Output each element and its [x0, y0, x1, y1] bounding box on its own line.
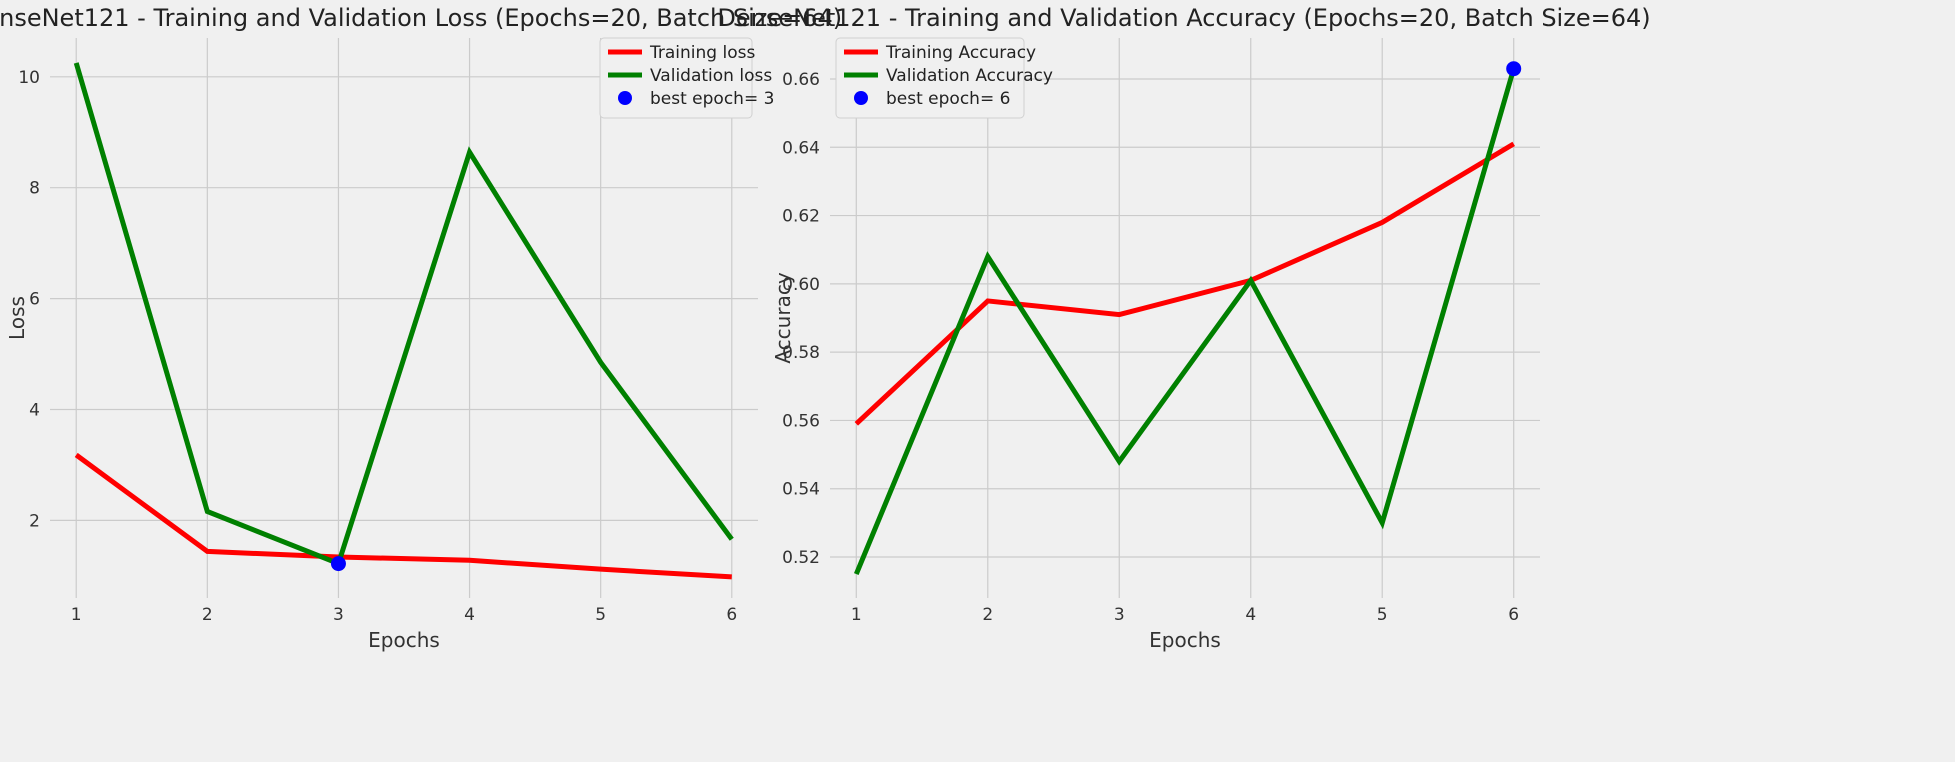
- x-tick-label: 1: [851, 605, 862, 625]
- legend-box: [599, 37, 753, 119]
- x-tick-label: 1: [71, 605, 82, 625]
- legend-marker-best-epoch: [618, 91, 632, 105]
- y-tick-label: 0.64: [782, 138, 820, 158]
- x-tick-label: 2: [982, 605, 993, 625]
- series-line-training-accuracy: [854, 141, 1515, 426]
- y-tick-label: 0.56: [782, 411, 820, 431]
- x-tick-label: 4: [464, 605, 475, 625]
- chart-title: DenseNet121 - Training and Validation Lo…: [0, 4, 842, 32]
- y-tick-label: 10: [18, 68, 40, 88]
- y-tick-label: 0.62: [782, 207, 820, 227]
- y-tick-label: 2: [29, 511, 40, 531]
- legend-label: Validation loss: [650, 66, 772, 86]
- x-tick-label: 3: [333, 605, 344, 625]
- y-tick-label: 0.66: [782, 70, 820, 90]
- legend-label: Validation Accuracy: [886, 66, 1053, 86]
- y-tick-label: 0.60: [782, 275, 820, 295]
- x-axis-label: Epochs: [368, 628, 440, 652]
- legend-box: [835, 37, 1025, 119]
- chart-loss: 1 2 3 4 5 6 2 4 6 8 10 DenseNet121 - Training and V…: [0, 4, 842, 652]
- y-tick-label: 0.54: [782, 480, 820, 500]
- y-tick-label: 0.58: [782, 343, 820, 363]
- y-axis-label: Loss: [5, 296, 29, 340]
- x-tick-label: 6: [1508, 605, 1519, 625]
- x-tick-label: 3: [1114, 605, 1125, 625]
- legend-marker-best-epoch: [854, 91, 868, 105]
- best-epoch-marker: [330, 556, 346, 572]
- chart-title: DenseNet121 - Training and Validation Ac…: [717, 4, 1650, 32]
- y-tick-label: 4: [29, 400, 40, 420]
- x-tick-label: 5: [1377, 605, 1388, 625]
- x-tick-label: 2: [202, 605, 213, 625]
- series-line-validation-loss: [73, 62, 734, 567]
- legend-label: Training Accuracy: [885, 43, 1036, 63]
- x-tick-label: 6: [726, 605, 737, 625]
- legend-label: best epoch= 3: [650, 89, 774, 109]
- y-tick-label: 6: [29, 290, 40, 310]
- y-axis-label: Accuracy: [771, 272, 795, 363]
- x-axis-label: Epochs: [1149, 628, 1221, 652]
- series-line-validation-accuracy: [853, 68, 1517, 576]
- legend-label: best epoch= 6: [886, 89, 1010, 109]
- y-tick-label: 8: [29, 179, 40, 199]
- chart-accuracy: 1 2 3 4 5 6 0.52 0.54 0.56 0.58 0.60 0.62 0.64 0.66 De…: [717, 4, 1650, 652]
- x-tick-label: 4: [1245, 605, 1256, 625]
- series-line-training-loss: [74, 452, 732, 580]
- y-tick-label: 0.52: [782, 548, 820, 568]
- x-tick-label: 5: [595, 605, 606, 625]
- legend-label: Training loss: [649, 43, 755, 63]
- best-epoch-marker: [1506, 61, 1522, 77]
